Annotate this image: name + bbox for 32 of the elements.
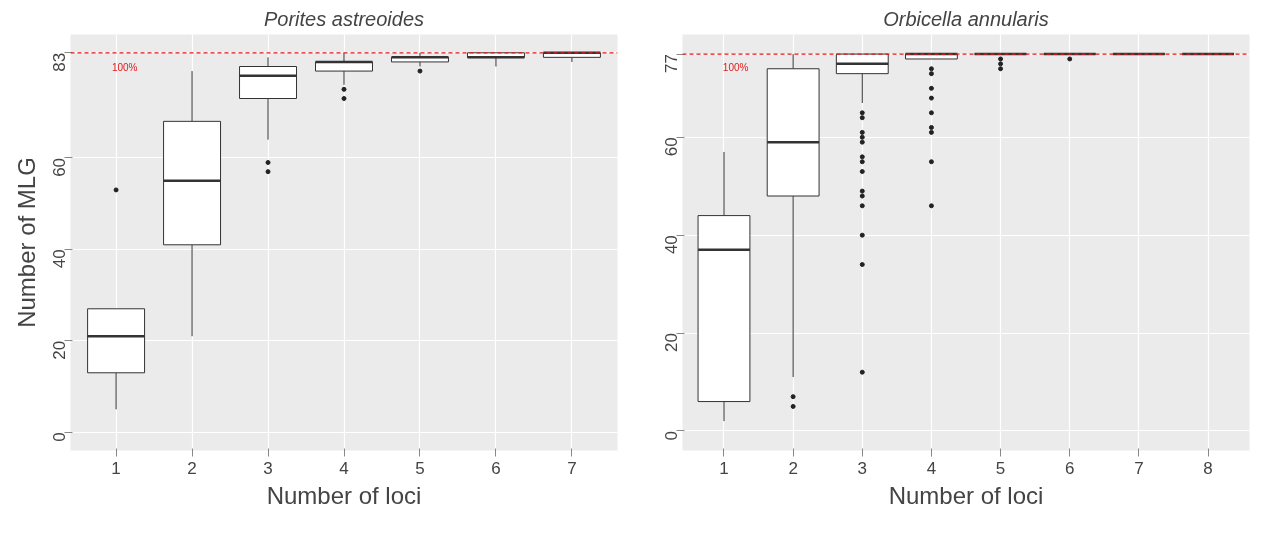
y-tick-label: 20 xyxy=(50,340,70,360)
y-tick-label: 60 xyxy=(50,157,70,177)
y-tick-label: 60 xyxy=(662,137,682,157)
x-tick-label: 3 xyxy=(857,458,868,478)
x-tick-label: 6 xyxy=(1064,458,1075,478)
y-tick-label: 83 xyxy=(50,52,70,72)
chart-title: Porites astreoides xyxy=(263,7,425,30)
x-axis-title: Number of loci xyxy=(888,481,1044,509)
x-tick-label: 1 xyxy=(111,458,121,478)
annotation: 100% xyxy=(722,61,749,73)
y-tick-label: 77 xyxy=(662,54,682,73)
x-tick-label: 5 xyxy=(415,458,425,478)
y-tick-label: 0 xyxy=(662,430,682,441)
y-tick-label: 20 xyxy=(662,333,682,352)
x-tick-label: 5 xyxy=(995,458,1006,478)
x-tick-label: 6 xyxy=(491,458,501,478)
x-tick-label: 3 xyxy=(263,458,273,478)
y-axis-title: Number of MLG xyxy=(12,157,40,328)
y-tick-label: 0 xyxy=(50,432,70,442)
x-tick-label: 7 xyxy=(1134,458,1144,478)
x-tick-label: 2 xyxy=(187,458,197,478)
x-tick-label: 1 xyxy=(719,458,729,478)
x-axis-title: Number of loci xyxy=(266,481,422,509)
y-tick-label: 40 xyxy=(662,235,682,255)
x-tick-label: 8 xyxy=(1203,458,1213,478)
x-tick-label: 4 xyxy=(926,458,937,478)
x-tick-label: 7 xyxy=(567,458,577,478)
x-tick-label: 4 xyxy=(339,458,349,478)
annotation: 100% xyxy=(111,61,138,73)
chart-title: Orbicella annularis xyxy=(883,7,1049,30)
y-tick-label: 40 xyxy=(50,249,70,269)
x-tick-label: 2 xyxy=(788,458,798,478)
